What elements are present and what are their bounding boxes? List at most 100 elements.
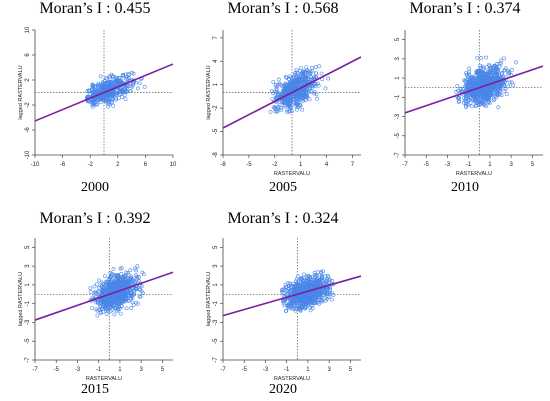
y-axis-label: lagged RASTERVALU bbox=[206, 65, 212, 119]
scatter-point bbox=[490, 75, 495, 80]
scatter-point bbox=[288, 87, 293, 92]
scatter-point bbox=[310, 68, 315, 73]
scatter-point bbox=[124, 280, 128, 285]
x-axis-label: RASTERVALU bbox=[274, 376, 310, 382]
scatter-point bbox=[462, 96, 466, 100]
scatter-point bbox=[101, 309, 106, 314]
x-tick-label: 2 bbox=[116, 162, 120, 168]
scatter-point bbox=[104, 312, 109, 316]
scatter-point bbox=[88, 286, 93, 291]
scatter-point bbox=[142, 85, 147, 89]
scatter-point bbox=[301, 278, 306, 283]
x-axis-label: RASTERVALU bbox=[86, 376, 122, 382]
scatter-point bbox=[124, 282, 129, 287]
scatter-point bbox=[457, 95, 461, 100]
scatter-point bbox=[88, 92, 93, 97]
scatter-point bbox=[107, 275, 112, 280]
scatter-point bbox=[291, 74, 295, 79]
scatter-point bbox=[134, 80, 138, 85]
scatter-point bbox=[289, 109, 294, 113]
scatter-point bbox=[311, 83, 315, 88]
scatter-point bbox=[117, 294, 122, 299]
scatter-point bbox=[303, 306, 308, 311]
scatter-point bbox=[133, 273, 138, 278]
scatter-point bbox=[123, 273, 128, 278]
scatter-point bbox=[137, 81, 142, 86]
scatter-point bbox=[103, 290, 108, 295]
scatter-point bbox=[464, 86, 469, 91]
scatter-point bbox=[108, 270, 113, 275]
scatter-point bbox=[114, 80, 119, 85]
scatter-point bbox=[124, 306, 129, 311]
scatter-point bbox=[316, 297, 320, 302]
scatter-point bbox=[491, 83, 496, 88]
scatter-point bbox=[502, 82, 507, 87]
x-tick-label: -5 bbox=[424, 162, 430, 168]
scatter-point bbox=[283, 282, 288, 287]
scatter-point bbox=[316, 81, 320, 86]
scatter-point bbox=[119, 80, 123, 84]
scatter-point bbox=[90, 102, 95, 107]
scatter-point bbox=[121, 284, 125, 289]
scatter-point bbox=[509, 80, 514, 85]
scatter-point bbox=[128, 89, 133, 94]
scatter-point bbox=[305, 75, 310, 80]
scatter-point bbox=[119, 279, 124, 284]
scatter-point bbox=[325, 295, 330, 299]
scatter-point bbox=[276, 77, 281, 82]
scatter-point bbox=[484, 65, 489, 70]
x-tick-label: 1 bbox=[118, 367, 122, 373]
scatter-point bbox=[113, 284, 117, 289]
scatter-point bbox=[298, 297, 303, 302]
scatter-point bbox=[311, 292, 315, 297]
scatter-point bbox=[294, 92, 299, 96]
y-tick-label: 1 bbox=[25, 283, 31, 287]
scatter-point bbox=[315, 96, 319, 101]
scatter-plot: -7 -5 -3 -1 1 3 5 -7 -5 -3 -1 1 3 5 RASTERVALU lagged R… bbox=[18, 238, 174, 382]
scatter-point bbox=[109, 100, 114, 105]
scatter-point bbox=[461, 100, 466, 105]
scatter-point bbox=[293, 307, 298, 311]
scatter-point bbox=[288, 102, 292, 107]
scatter-point bbox=[462, 78, 467, 83]
scatter-point bbox=[113, 96, 118, 101]
scatter-point bbox=[275, 82, 280, 87]
scatter-point bbox=[101, 286, 106, 290]
scatter-point bbox=[294, 67, 299, 72]
scatter-point bbox=[493, 87, 498, 92]
scatter-points bbox=[454, 55, 518, 110]
y-tick-label: -3 bbox=[395, 113, 401, 119]
scatter-point bbox=[121, 73, 126, 77]
scatter-point bbox=[106, 308, 110, 313]
scatter-point bbox=[295, 284, 300, 289]
scatter-point bbox=[270, 97, 275, 102]
scatter-point bbox=[304, 305, 308, 309]
scatter-point bbox=[296, 274, 300, 279]
scatter-point bbox=[130, 84, 135, 89]
scatter-point bbox=[314, 300, 319, 305]
scatter-point bbox=[122, 274, 127, 279]
scatter-plot: -8 -5 -2 1 4 7 -8 -5 -2 1 4 7 RASTERVALU lagged RASTE… bbox=[206, 30, 362, 177]
scatter-point bbox=[467, 69, 472, 74]
scatter-point bbox=[290, 288, 295, 293]
scatter-point bbox=[313, 65, 318, 70]
chart-title: Moran’s I : 0.374 bbox=[409, 0, 521, 17]
scatter-point bbox=[514, 60, 518, 65]
scatter-point bbox=[314, 289, 318, 294]
y-tick-label: 3 bbox=[213, 264, 219, 268]
y-tick-label: 2 bbox=[25, 78, 31, 82]
chart-title: Moran’s I : 0.392 bbox=[39, 210, 151, 227]
scatter-point bbox=[137, 278, 141, 283]
scatter-point bbox=[268, 109, 273, 114]
scatter-point bbox=[137, 294, 142, 299]
scatter-point bbox=[470, 93, 474, 98]
scatter-point bbox=[287, 88, 292, 93]
scatter-point bbox=[285, 303, 290, 308]
scatter-point bbox=[492, 85, 497, 90]
scatter-point bbox=[116, 280, 120, 285]
scatter-point bbox=[136, 86, 140, 91]
scatter-point bbox=[486, 98, 491, 103]
scatter-point bbox=[482, 78, 487, 83]
scatter-point bbox=[129, 306, 134, 310]
scatter-point bbox=[90, 82, 95, 87]
